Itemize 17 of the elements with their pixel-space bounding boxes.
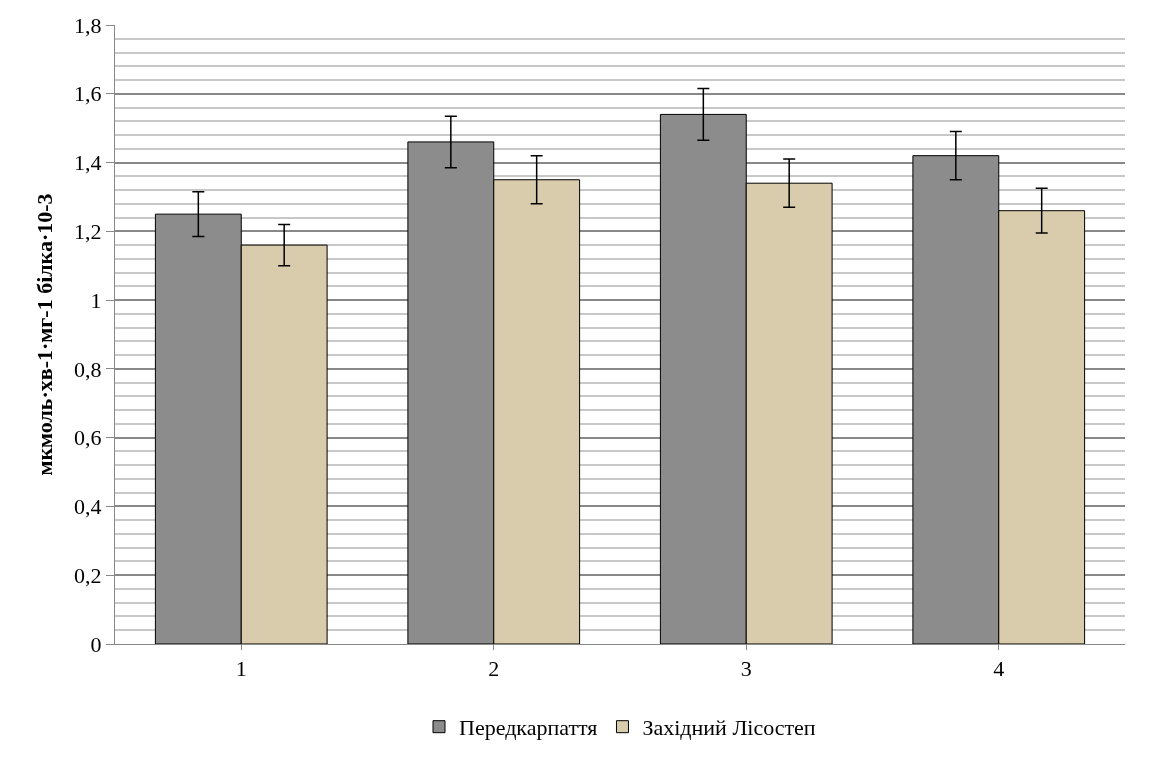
y-tick-label: 0,8 <box>74 356 102 382</box>
legend-label: Передкарпаття <box>459 715 598 741</box>
x-tick-label: 3 <box>740 656 752 682</box>
x-tick-label: 1 <box>235 656 247 682</box>
x-tick-label: 2 <box>488 656 500 682</box>
y-tick-label: 1,8 <box>74 12 102 38</box>
y-tick-label: 1,4 <box>74 150 102 176</box>
y-tick-label: 1,6 <box>74 81 102 107</box>
y-tick-label: 0,6 <box>74 425 102 451</box>
legend-label: Західний Лісостеп <box>642 715 816 741</box>
y-tick-label: 0,4 <box>74 494 102 520</box>
x-tick-label: 4 <box>993 656 1005 682</box>
y-tick-label: 1,2 <box>74 219 102 245</box>
y-tick-label: 0 <box>90 631 102 657</box>
y-tick-label: 1 <box>90 287 102 313</box>
y-axis-title: мкмоль·хв-1·мг-1 білка·10-3 <box>31 193 57 476</box>
y-tick-label: 0,2 <box>74 562 102 588</box>
